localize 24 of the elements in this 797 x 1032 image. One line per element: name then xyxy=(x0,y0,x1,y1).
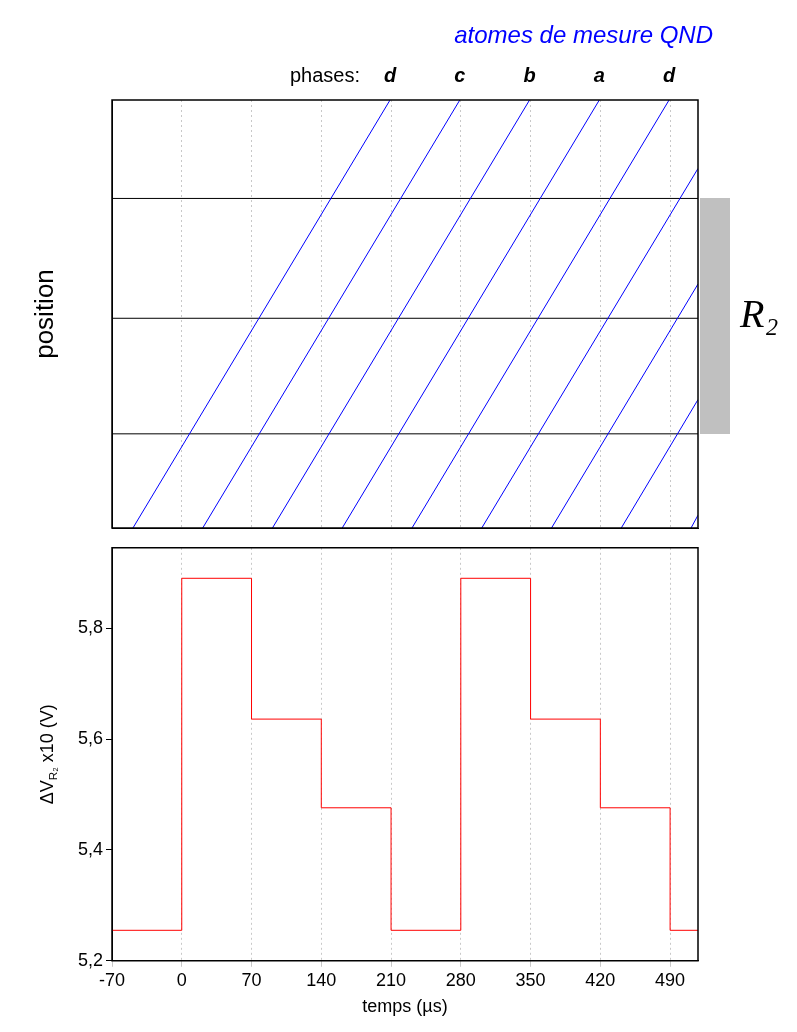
y-tick-label: 5,6 xyxy=(77,728,103,749)
x-tick-label: 420 xyxy=(585,969,616,990)
chart-title: atomes de mesure QND xyxy=(454,20,713,48)
annotation: a xyxy=(593,63,605,86)
y-tick-label: 5,2 xyxy=(77,949,103,970)
y-axis-title: position xyxy=(29,269,60,359)
x-tick-label: 0 xyxy=(176,969,187,990)
x-tick-label: 280 xyxy=(445,969,476,990)
y-tick-label: 5,8 xyxy=(77,617,103,638)
x-tick-label: 140 xyxy=(306,969,337,990)
annotation: c xyxy=(454,63,466,86)
x-tick-label: 350 xyxy=(515,969,546,990)
x-tick-label: 210 xyxy=(376,969,407,990)
annotation: b xyxy=(523,63,536,86)
text: R₂ xyxy=(739,290,779,336)
x-tick-label: -70 xyxy=(98,969,126,990)
text: phases: xyxy=(289,63,361,86)
annotation: d xyxy=(662,63,676,86)
y-axis-title: ΔVR₂ x10 (V) xyxy=(36,704,59,805)
y-tick-label: 5,4 xyxy=(77,838,103,859)
x-tick-label: 490 xyxy=(655,969,686,990)
x-tick-label: 70 xyxy=(241,969,262,990)
x-axis-title: temps (µs) xyxy=(362,996,448,1017)
annotation: d xyxy=(383,63,397,86)
